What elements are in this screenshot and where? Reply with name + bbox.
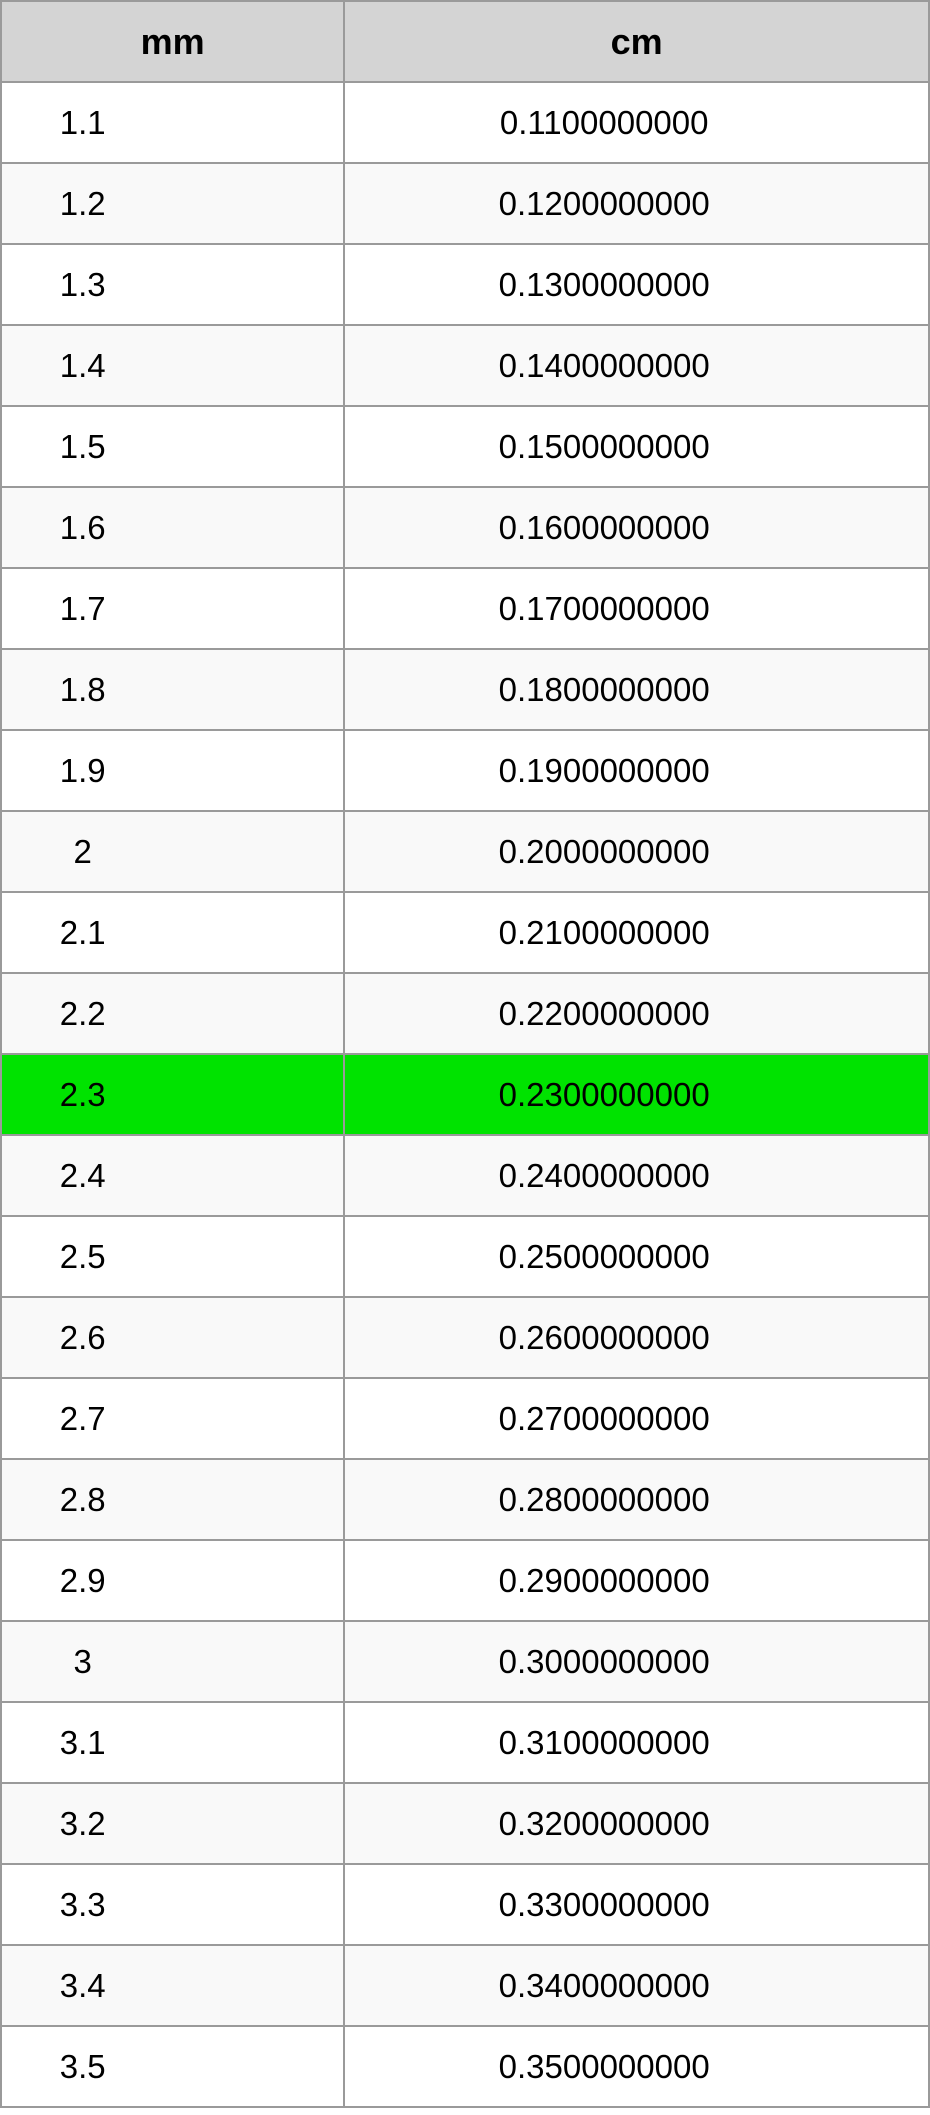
- header-cm: cm: [344, 1, 929, 82]
- table-header: mm cm: [1, 1, 929, 82]
- table-row: 2.80.2800000000: [1, 1459, 929, 1540]
- cell-cm: 0.1300000000: [344, 244, 929, 325]
- cell-cm: 0.2000000000: [344, 811, 929, 892]
- table-row: 1.60.1600000000: [1, 487, 929, 568]
- cell-cm: 0.1100000000: [344, 82, 929, 163]
- header-row: mm cm: [1, 1, 929, 82]
- table-row: 2.70.2700000000: [1, 1378, 929, 1459]
- cell-mm: 2.8: [1, 1459, 344, 1540]
- table-row: 3.10.3100000000: [1, 1702, 929, 1783]
- cell-mm: 2.1: [1, 892, 344, 973]
- table-row: 20.2000000000: [1, 811, 929, 892]
- cell-cm: 0.1900000000: [344, 730, 929, 811]
- cell-mm: 1.4: [1, 325, 344, 406]
- table-row: 1.70.1700000000: [1, 568, 929, 649]
- cell-cm: 0.3400000000: [344, 1945, 929, 2026]
- table-row: 30.3000000000: [1, 1621, 929, 1702]
- cell-mm: 3.5: [1, 2026, 344, 2107]
- cell-mm: 1.6: [1, 487, 344, 568]
- cell-mm: 2.4: [1, 1135, 344, 1216]
- table-row: 1.30.1300000000: [1, 244, 929, 325]
- cell-mm: 1.1: [1, 82, 344, 163]
- cell-cm: 0.3100000000: [344, 1702, 929, 1783]
- cell-cm: 0.2200000000: [344, 973, 929, 1054]
- conversion-table: mm cm 1.10.11000000001.20.12000000001.30…: [0, 0, 930, 2108]
- table-row: 1.50.1500000000: [1, 406, 929, 487]
- table-row: 1.20.1200000000: [1, 163, 929, 244]
- cell-mm: 1.2: [1, 163, 344, 244]
- table-row: 1.90.1900000000: [1, 730, 929, 811]
- cell-mm: 1.5: [1, 406, 344, 487]
- cell-cm: 0.3000000000: [344, 1621, 929, 1702]
- cell-mm: 3: [1, 1621, 344, 1702]
- table-row: 3.50.3500000000: [1, 2026, 929, 2107]
- cell-cm: 0.1400000000: [344, 325, 929, 406]
- cell-cm: 0.2700000000: [344, 1378, 929, 1459]
- table-row: 1.40.1400000000: [1, 325, 929, 406]
- cell-cm: 0.1200000000: [344, 163, 929, 244]
- table-row: 2.90.2900000000: [1, 1540, 929, 1621]
- cell-cm: 0.3200000000: [344, 1783, 929, 1864]
- cell-cm: 0.2100000000: [344, 892, 929, 973]
- cell-mm: 1.9: [1, 730, 344, 811]
- table-row: 1.80.1800000000: [1, 649, 929, 730]
- cell-cm: 0.1800000000: [344, 649, 929, 730]
- cell-mm: 3.4: [1, 1945, 344, 2026]
- cell-cm: 0.1600000000: [344, 487, 929, 568]
- header-mm: mm: [1, 1, 344, 82]
- table-row: 2.30.2300000000: [1, 1054, 929, 1135]
- cell-mm: 2: [1, 811, 344, 892]
- cell-cm: 0.3300000000: [344, 1864, 929, 1945]
- cell-cm: 0.2300000000: [344, 1054, 929, 1135]
- cell-cm: 0.1700000000: [344, 568, 929, 649]
- cell-cm: 0.2800000000: [344, 1459, 929, 1540]
- cell-mm: 2.6: [1, 1297, 344, 1378]
- table-row: 2.60.2600000000: [1, 1297, 929, 1378]
- cell-mm: 2.5: [1, 1216, 344, 1297]
- cell-mm: 3.2: [1, 1783, 344, 1864]
- table-body: 1.10.11000000001.20.12000000001.30.13000…: [1, 82, 929, 2107]
- cell-mm: 2.2: [1, 973, 344, 1054]
- table-row: 2.40.2400000000: [1, 1135, 929, 1216]
- cell-mm: 2.7: [1, 1378, 344, 1459]
- cell-mm: 2.9: [1, 1540, 344, 1621]
- cell-cm: 0.1500000000: [344, 406, 929, 487]
- table-row: 1.10.1100000000: [1, 82, 929, 163]
- cell-mm: 1.8: [1, 649, 344, 730]
- cell-mm: 1.7: [1, 568, 344, 649]
- cell-mm: 1.3: [1, 244, 344, 325]
- cell-cm: 0.3500000000: [344, 2026, 929, 2107]
- cell-cm: 0.2900000000: [344, 1540, 929, 1621]
- cell-cm: 0.2500000000: [344, 1216, 929, 1297]
- table-row: 2.50.2500000000: [1, 1216, 929, 1297]
- cell-mm: 2.3: [1, 1054, 344, 1135]
- table-row: 3.30.3300000000: [1, 1864, 929, 1945]
- table-row: 3.40.3400000000: [1, 1945, 929, 2026]
- cell-mm: 3.3: [1, 1864, 344, 1945]
- cell-mm: 3.1: [1, 1702, 344, 1783]
- cell-cm: 0.2400000000: [344, 1135, 929, 1216]
- table-row: 2.10.2100000000: [1, 892, 929, 973]
- cell-cm: 0.2600000000: [344, 1297, 929, 1378]
- table-row: 3.20.3200000000: [1, 1783, 929, 1864]
- table-row: 2.20.2200000000: [1, 973, 929, 1054]
